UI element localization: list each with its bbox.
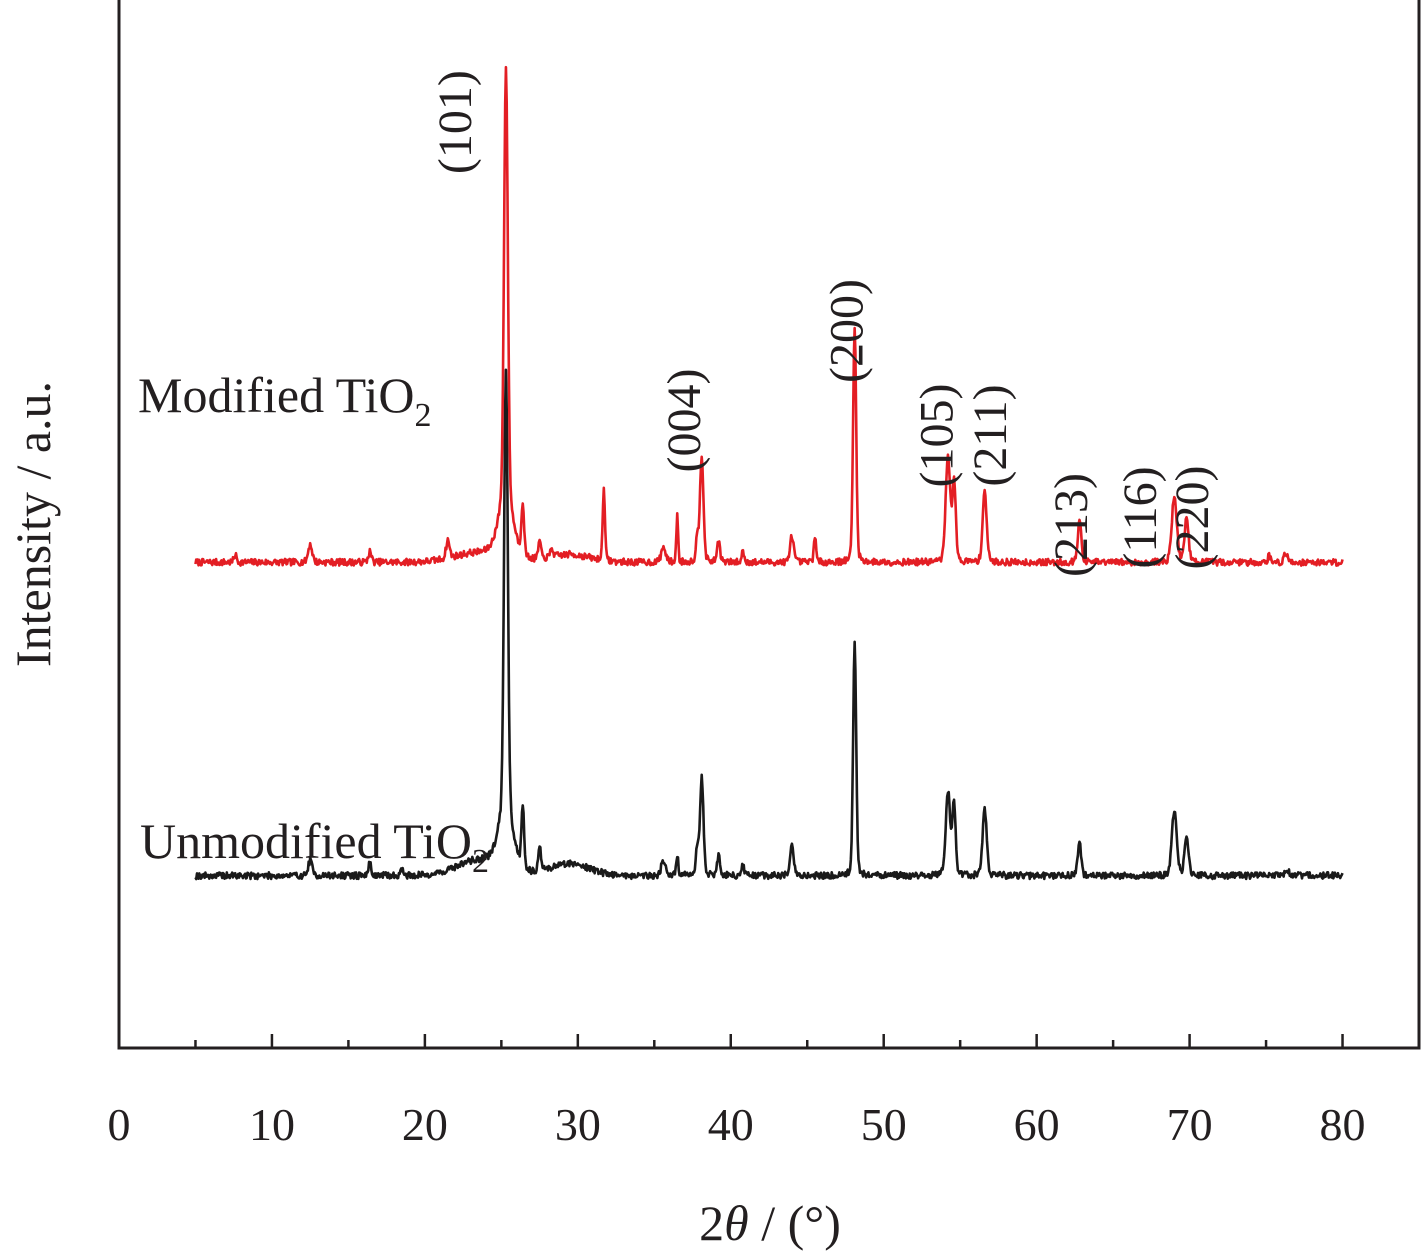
series-line-modified [194, 65, 1344, 567]
series-label-unmodified-subscript: 2 [472, 843, 489, 880]
peak-label-101: (101) [429, 70, 482, 174]
series-label-modified-text: Modified TiO [138, 367, 414, 423]
peak-label-213: (213) [1045, 473, 1098, 577]
x-tick-label-70: 70 [1167, 1099, 1213, 1150]
series-line-unmodified [194, 368, 1344, 881]
series-label-modified: Modified TiO2 [138, 367, 431, 434]
x-tick-label-30: 30 [555, 1099, 601, 1150]
series-lines [194, 65, 1344, 881]
series-label-unmodified-text: Unmodified TiO [140, 813, 472, 869]
series-label-unmodified: Unmodified TiO2 [140, 813, 489, 880]
plot-frame [117, 0, 1421, 1050]
x-tick-label-80: 80 [1320, 1099, 1366, 1150]
peak-label-211: (211) [964, 384, 1017, 486]
series-label-modified-subscript: 2 [414, 397, 431, 434]
x-axis-ticks [194, 1034, 1344, 1048]
x-axis-title-suffix: / (°) [749, 1195, 841, 1251]
y-axis-title: Intensity / a.u. [5, 381, 61, 667]
x-axis-title: 2θ / (°) [699, 1195, 841, 1251]
peak-annotations: (101) (004) (200) (105) (211) (213) (116) (220) [429, 70, 1219, 577]
x-tick-label-10: 10 [249, 1099, 295, 1150]
x-axis-title-prefix: 2 [699, 1195, 724, 1251]
x-tick-label-20: 20 [402, 1099, 448, 1150]
x-tick-label-60: 60 [1014, 1099, 1060, 1150]
peak-label-220: (220) [1166, 466, 1219, 570]
x-tick-label-50: 50 [861, 1099, 907, 1150]
x-tick-label-0: 0 [108, 1099, 131, 1150]
peak-label-004: (004) [658, 369, 711, 473]
peak-label-200: (200) [820, 279, 873, 383]
peak-label-105: (105) [911, 384, 964, 488]
x-axis-tick-labels: 0 10 20 30 40 50 60 70 80 [108, 1099, 1366, 1150]
x-axis-title-theta: θ [724, 1195, 749, 1251]
x-tick-label-40: 40 [708, 1099, 754, 1150]
peak-label-116: (116) [1114, 466, 1167, 568]
